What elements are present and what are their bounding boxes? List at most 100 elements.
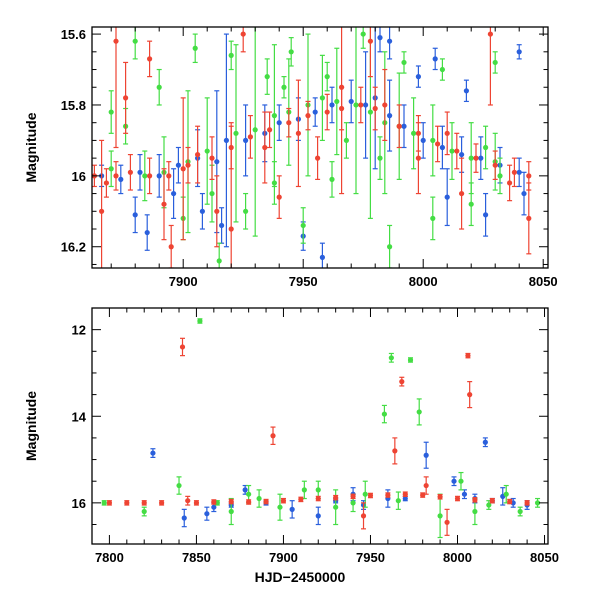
data-point (360, 502, 367, 530)
data-point (108, 150, 114, 188)
bottom-panel: 7800 7850 7900 7950 8000 8050 12 14 16 Magnitude H… (23, 307, 559, 585)
data-point (483, 192, 489, 237)
data-point (252, 27, 258, 237)
data-point (216, 242, 222, 268)
data-point (247, 115, 253, 159)
data-point (156, 153, 162, 198)
data-point (300, 207, 306, 244)
y-axis-title: Magnitude (23, 391, 39, 461)
data-point (324, 61, 330, 92)
data-point (363, 51, 369, 159)
y-tick-label: 12 (72, 323, 86, 338)
data-point (486, 500, 492, 510)
data-point (507, 164, 513, 202)
data-point (243, 104, 249, 177)
data-point (444, 508, 450, 536)
data-point (242, 484, 248, 495)
data-point (360, 27, 366, 49)
data-point (228, 40, 234, 71)
data-point (423, 441, 429, 469)
data-point (437, 493, 443, 539)
data-point (168, 224, 174, 268)
data-point (263, 498, 269, 505)
data-point (204, 506, 210, 521)
data-point (197, 318, 203, 324)
data-point (289, 500, 295, 519)
data-point (451, 476, 457, 487)
data-point (124, 500, 130, 506)
data-point (214, 175, 220, 248)
data-point (492, 150, 498, 180)
y-tick-label: 15.6 (61, 27, 86, 42)
y-tick-label: 15.8 (61, 98, 86, 113)
data-point (517, 506, 523, 517)
data-point (113, 161, 119, 191)
data-point (179, 337, 186, 357)
data-point (334, 47, 340, 156)
data-point (392, 437, 398, 465)
data-point (387, 27, 393, 60)
data-point (319, 242, 325, 268)
data-point (277, 493, 283, 521)
data-point (159, 500, 165, 506)
data-point (127, 153, 133, 191)
data-point (280, 497, 287, 504)
data-point (228, 498, 234, 505)
data-point (463, 79, 469, 103)
data-point (439, 125, 445, 170)
data-point (489, 497, 495, 504)
data-point (312, 97, 318, 127)
data-point (487, 27, 493, 106)
x-tick-label: 7950 (289, 274, 318, 289)
data-point (271, 161, 277, 205)
y-tick-label: 16 (72, 169, 86, 184)
data-point (315, 495, 321, 502)
data-point (156, 68, 162, 106)
data-point (377, 136, 383, 180)
data-point (106, 500, 113, 506)
x-tick-label: 8000 (409, 274, 438, 289)
series-2 (106, 337, 530, 536)
data-point (324, 93, 330, 131)
data-point (381, 404, 387, 424)
data-point (132, 196, 138, 234)
data-point (367, 27, 373, 78)
data-point (99, 139, 105, 268)
data-point (385, 492, 391, 498)
data-point (219, 207, 225, 244)
data-point (401, 104, 407, 149)
data-point (461, 489, 468, 500)
x-tick-label: 8050 (530, 550, 559, 565)
data-point (372, 86, 378, 131)
data-point (534, 497, 541, 508)
x-tick-label: 8050 (529, 274, 558, 289)
data-point (516, 157, 522, 188)
data-point (161, 168, 167, 241)
data-point (444, 168, 450, 227)
data-point (420, 492, 426, 498)
data-layer (92, 27, 532, 268)
data-point (233, 44, 239, 223)
data-point (526, 182, 532, 255)
data-point (150, 448, 156, 458)
data-point (176, 476, 182, 495)
data-point (396, 104, 402, 149)
x-tick-label: 7800 (95, 550, 124, 565)
y-tick-label: 16 (72, 496, 86, 511)
data-point (437, 494, 443, 500)
data-point (295, 79, 301, 188)
data-point (144, 214, 150, 251)
data-point (367, 492, 374, 499)
data-point (137, 153, 143, 191)
x-tick-label: 7850 (182, 550, 211, 565)
data-point (103, 168, 109, 198)
data-point (141, 506, 147, 517)
data-point (329, 86, 335, 124)
data-point (199, 192, 205, 230)
data-point (465, 352, 471, 359)
data-point (387, 79, 393, 152)
y-tick-label: 14 (72, 409, 87, 424)
x-axis-title: HJD−2450000 (255, 569, 346, 585)
